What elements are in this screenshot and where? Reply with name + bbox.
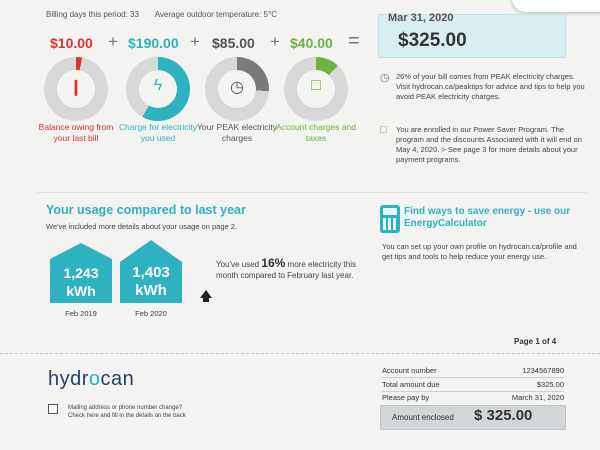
amount-enclosed-box[interactable] [380, 405, 566, 430]
usage-subtitle: We've included more details about your u… [46, 222, 238, 231]
amount-enclosed-label: Amount enclosed [392, 413, 454, 422]
due-date: Mar 31, 2020 [388, 12, 454, 24]
logo-text-pre: hydr [48, 368, 89, 390]
usage-comparison-post: more electricity this month compared to … [216, 260, 357, 280]
peak-note: 26% of your bill comes from PEAK electri… [396, 72, 585, 101]
account-charges-caption: Account charges and taxes [276, 122, 356, 143]
pay-by-value: March 31, 2020 [511, 393, 564, 402]
usage-curr-label: Feb 2020 [135, 309, 167, 318]
arrow-up-icon [203, 297, 209, 302]
total-due-value: $325.00 [536, 380, 564, 389]
power-saver-note: You are enrolled in our Power Saver Prog… [396, 125, 582, 164]
usage-title: Your usage compared to last year [46, 203, 246, 217]
logo-text-post: can [100, 368, 135, 390]
balance-caption: Balance owing from your last bill [38, 122, 114, 143]
page-number: Page 1 of 4 [514, 337, 557, 346]
lightning-icon: ϟ [153, 77, 163, 94]
calculator-icon [380, 205, 400, 233]
amount-due: $325.00 [398, 30, 467, 51]
amount-enclosed-value: $ 325.00 [474, 407, 533, 424]
pay-by-row: Please pay by March 31, 2020 [382, 393, 564, 402]
plus-operator: + [270, 32, 280, 51]
peak-donut: ◷ [205, 57, 269, 121]
electricity-donut: ϟ [126, 57, 190, 121]
usage-prev-house: 1,243 kWh [50, 243, 112, 303]
pay-by-label: Please pay by [382, 393, 430, 402]
account-number-label: Account number [382, 366, 437, 375]
usage-curr-unit: kWh [135, 282, 167, 299]
exclamation-icon: ❙ [69, 79, 83, 96]
tear-line [0, 353, 600, 354]
calculator-title: Find ways to save energy - use our Energ… [404, 206, 571, 229]
plus-operator: + [190, 32, 200, 51]
billing-period-info: Billing days this period: 33 Average out… [46, 10, 291, 19]
divider [382, 377, 564, 378]
balance-amount: $10.00 [50, 35, 93, 51]
billing-days: Billing days this period: 33 [46, 10, 139, 19]
usage-prev-label: Feb 2019 [65, 309, 97, 318]
total-due-label: Total amount due [382, 380, 440, 389]
arrow-up-icon [200, 290, 212, 298]
header-title-cutoff [46, 0, 50, 7]
usage-comparison: You've used 16% more electricity this mo… [216, 256, 366, 281]
equals-operator: = [348, 30, 360, 52]
average-temperature: Average outdoor temperature: 5°C [154, 10, 277, 19]
account-number-value: 1234567890 [522, 366, 564, 375]
document-icon: □ [380, 124, 387, 136]
usage-curr-house: 1,403 kWh [120, 240, 182, 303]
usage-curr-value: 1,403 [132, 264, 170, 281]
address-change-line1: Mailing address or phone number change? [68, 405, 183, 411]
plus-operator: + [108, 32, 118, 51]
amount-due-box [378, 14, 566, 58]
document-icon: □ [311, 77, 321, 94]
hydrocan-logo: hydrocan [48, 368, 134, 391]
usage-comparison-pre: You've used [216, 260, 260, 269]
clock-icon: ◷ [380, 72, 390, 84]
divider [382, 391, 564, 392]
balance-donut: ❙ [44, 57, 108, 121]
address-change-label: Mailing address or phone number change? … [68, 404, 186, 420]
logo-text-o: o [88, 368, 101, 390]
usage-prev-value: 1,243 [63, 265, 99, 281]
peak-amount: $85.00 [212, 35, 255, 51]
clock-icon: ◷ [230, 79, 244, 96]
account-charges-amount: $40.00 [290, 35, 333, 51]
account-number-row: Account number 1234567890 [382, 366, 564, 375]
electricity-caption: Charge for electricity you used [119, 122, 197, 143]
electricity-amount: $190.00 [128, 35, 179, 51]
account-charges-donut: □ [284, 57, 348, 121]
peak-caption: Your PEAK electricity charges [197, 122, 277, 143]
usage-percent: 16% [261, 256, 286, 270]
address-change-checkbox[interactable] [48, 404, 58, 414]
address-change-line2: Check here and fill in the details on th… [68, 413, 186, 419]
total-due-row: Total amount due $325.00 [382, 380, 564, 389]
corner-tab [512, 0, 600, 12]
divider [38, 192, 586, 193]
calculator-body: You can set up your own profile on hydro… [382, 242, 577, 261]
usage-prev-unit: kWh [66, 283, 96, 299]
